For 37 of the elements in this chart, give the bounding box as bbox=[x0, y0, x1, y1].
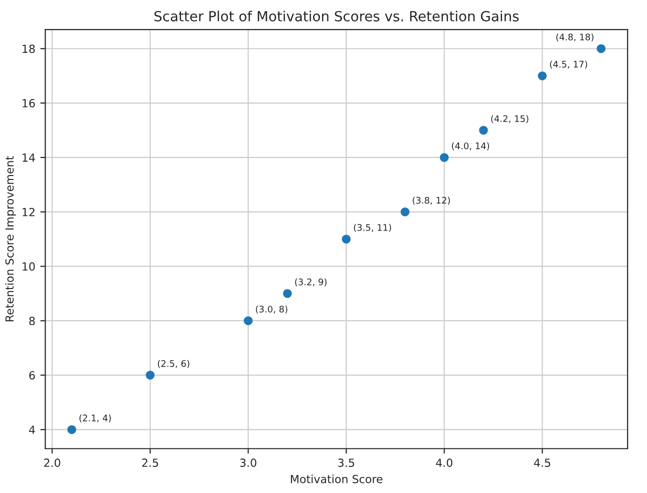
y-tick-label: 10 bbox=[22, 262, 35, 271]
x-tick-label: 4.0 bbox=[436, 458, 452, 467]
point bbox=[146, 370, 155, 380]
data-label: (4.2, 15) bbox=[491, 115, 528, 124]
y-tick-label: 12 bbox=[22, 208, 34, 216]
x-tick-label: 3.0 bbox=[240, 458, 256, 467]
data-label: (3.5, 11) bbox=[354, 224, 392, 232]
data-label: (3.2, 9) bbox=[295, 278, 326, 286]
point bbox=[400, 208, 410, 216]
x-tick-label: 2.0 bbox=[44, 458, 60, 467]
point bbox=[342, 234, 351, 244]
data-label: (4.8, 18) bbox=[556, 33, 594, 42]
x-tick-label: 3.5 bbox=[338, 458, 354, 467]
point bbox=[538, 71, 547, 80]
point bbox=[440, 153, 449, 162]
y-axis-title: Retention Score Improvement bbox=[5, 156, 16, 322]
data-label: (3.8, 12) bbox=[412, 196, 450, 205]
data-label: (4.0, 14) bbox=[452, 142, 490, 150]
y-tick-label: 18 bbox=[22, 44, 35, 54]
point bbox=[283, 289, 292, 298]
x-axis-title: Motivation Score bbox=[290, 474, 382, 484]
data-label: (2.5, 6) bbox=[158, 360, 190, 368]
point bbox=[479, 126, 488, 135]
data-label: (3.0, 8) bbox=[256, 306, 288, 314]
y-tick-label: 4 bbox=[29, 426, 35, 434]
x-tick-label: 2.5 bbox=[142, 458, 158, 467]
point bbox=[67, 425, 76, 434]
point bbox=[244, 316, 253, 326]
x-tick-label: 4.5 bbox=[534, 458, 550, 467]
y-tick-label: 6 bbox=[29, 371, 35, 380]
y-tick-label: 16 bbox=[22, 99, 35, 108]
point bbox=[596, 44, 606, 54]
y-tick-label: 14 bbox=[22, 154, 35, 162]
data-label: (2.1, 4) bbox=[79, 414, 111, 422]
data-label: (4.5, 17) bbox=[550, 60, 588, 69]
y-tick-label: 8 bbox=[29, 316, 35, 326]
chart-title: Scatter Plot of Motivation Scores vs. Retention Gains bbox=[154, 10, 519, 22]
